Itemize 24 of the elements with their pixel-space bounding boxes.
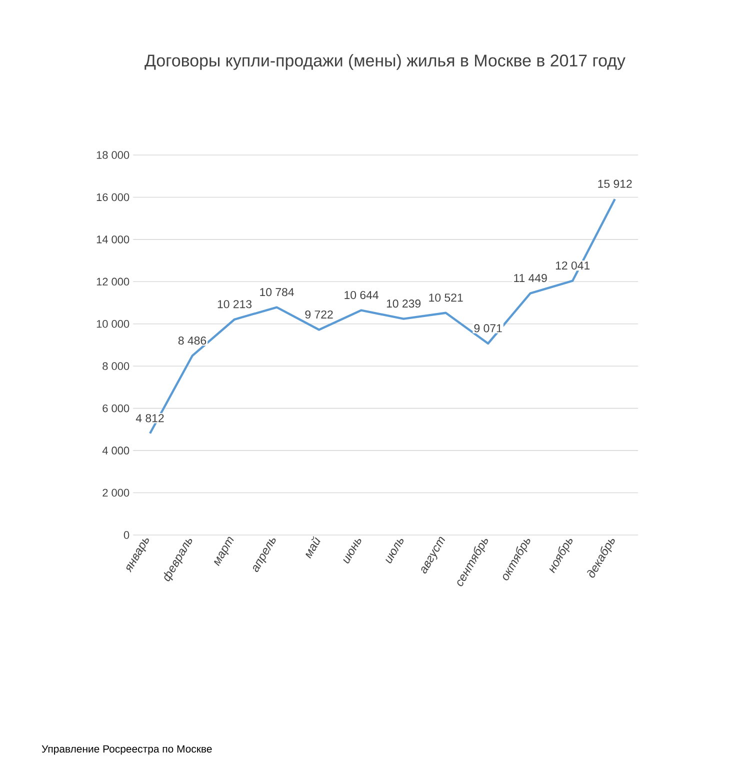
- y-tick-label: 16 000: [96, 193, 130, 202]
- data-label: 10 784: [260, 288, 294, 296]
- y-tick-label: 6 000: [102, 404, 130, 412]
- y-tick-label: 12 000: [96, 278, 130, 286]
- y-tick-label: 2 000: [102, 488, 130, 497]
- data-label: 9 071: [474, 324, 502, 332]
- y-tick-label: 18 000: [96, 151, 130, 159]
- chart-title: Договоры купли-продажи (мены) жилья в Москве в 2017 году: [144, 54, 626, 70]
- y-tick-label: 4 000: [102, 446, 130, 454]
- data-label: 10 521: [429, 294, 463, 302]
- data-label: 11 449: [514, 274, 547, 282]
- y-tick-label: 0: [124, 531, 130, 539]
- y-tick-label: 14 000: [96, 236, 130, 244]
- data-label: 10 239: [386, 300, 421, 308]
- data-label: 4 812: [136, 414, 164, 422]
- data-label: 15 912: [598, 180, 632, 188]
- data-label: 12 041: [556, 261, 590, 270]
- y-tick-label: 8 000: [102, 362, 130, 370]
- data-label: 10 644: [344, 290, 378, 300]
- y-tick-label: 10 000: [96, 320, 130, 328]
- data-label: 9 722: [305, 310, 333, 319]
- text: Управление Росреестра по Москве: [42, 745, 212, 755]
- data-label: 10 213: [218, 300, 252, 308]
- data-label: 8 486: [178, 336, 206, 345]
